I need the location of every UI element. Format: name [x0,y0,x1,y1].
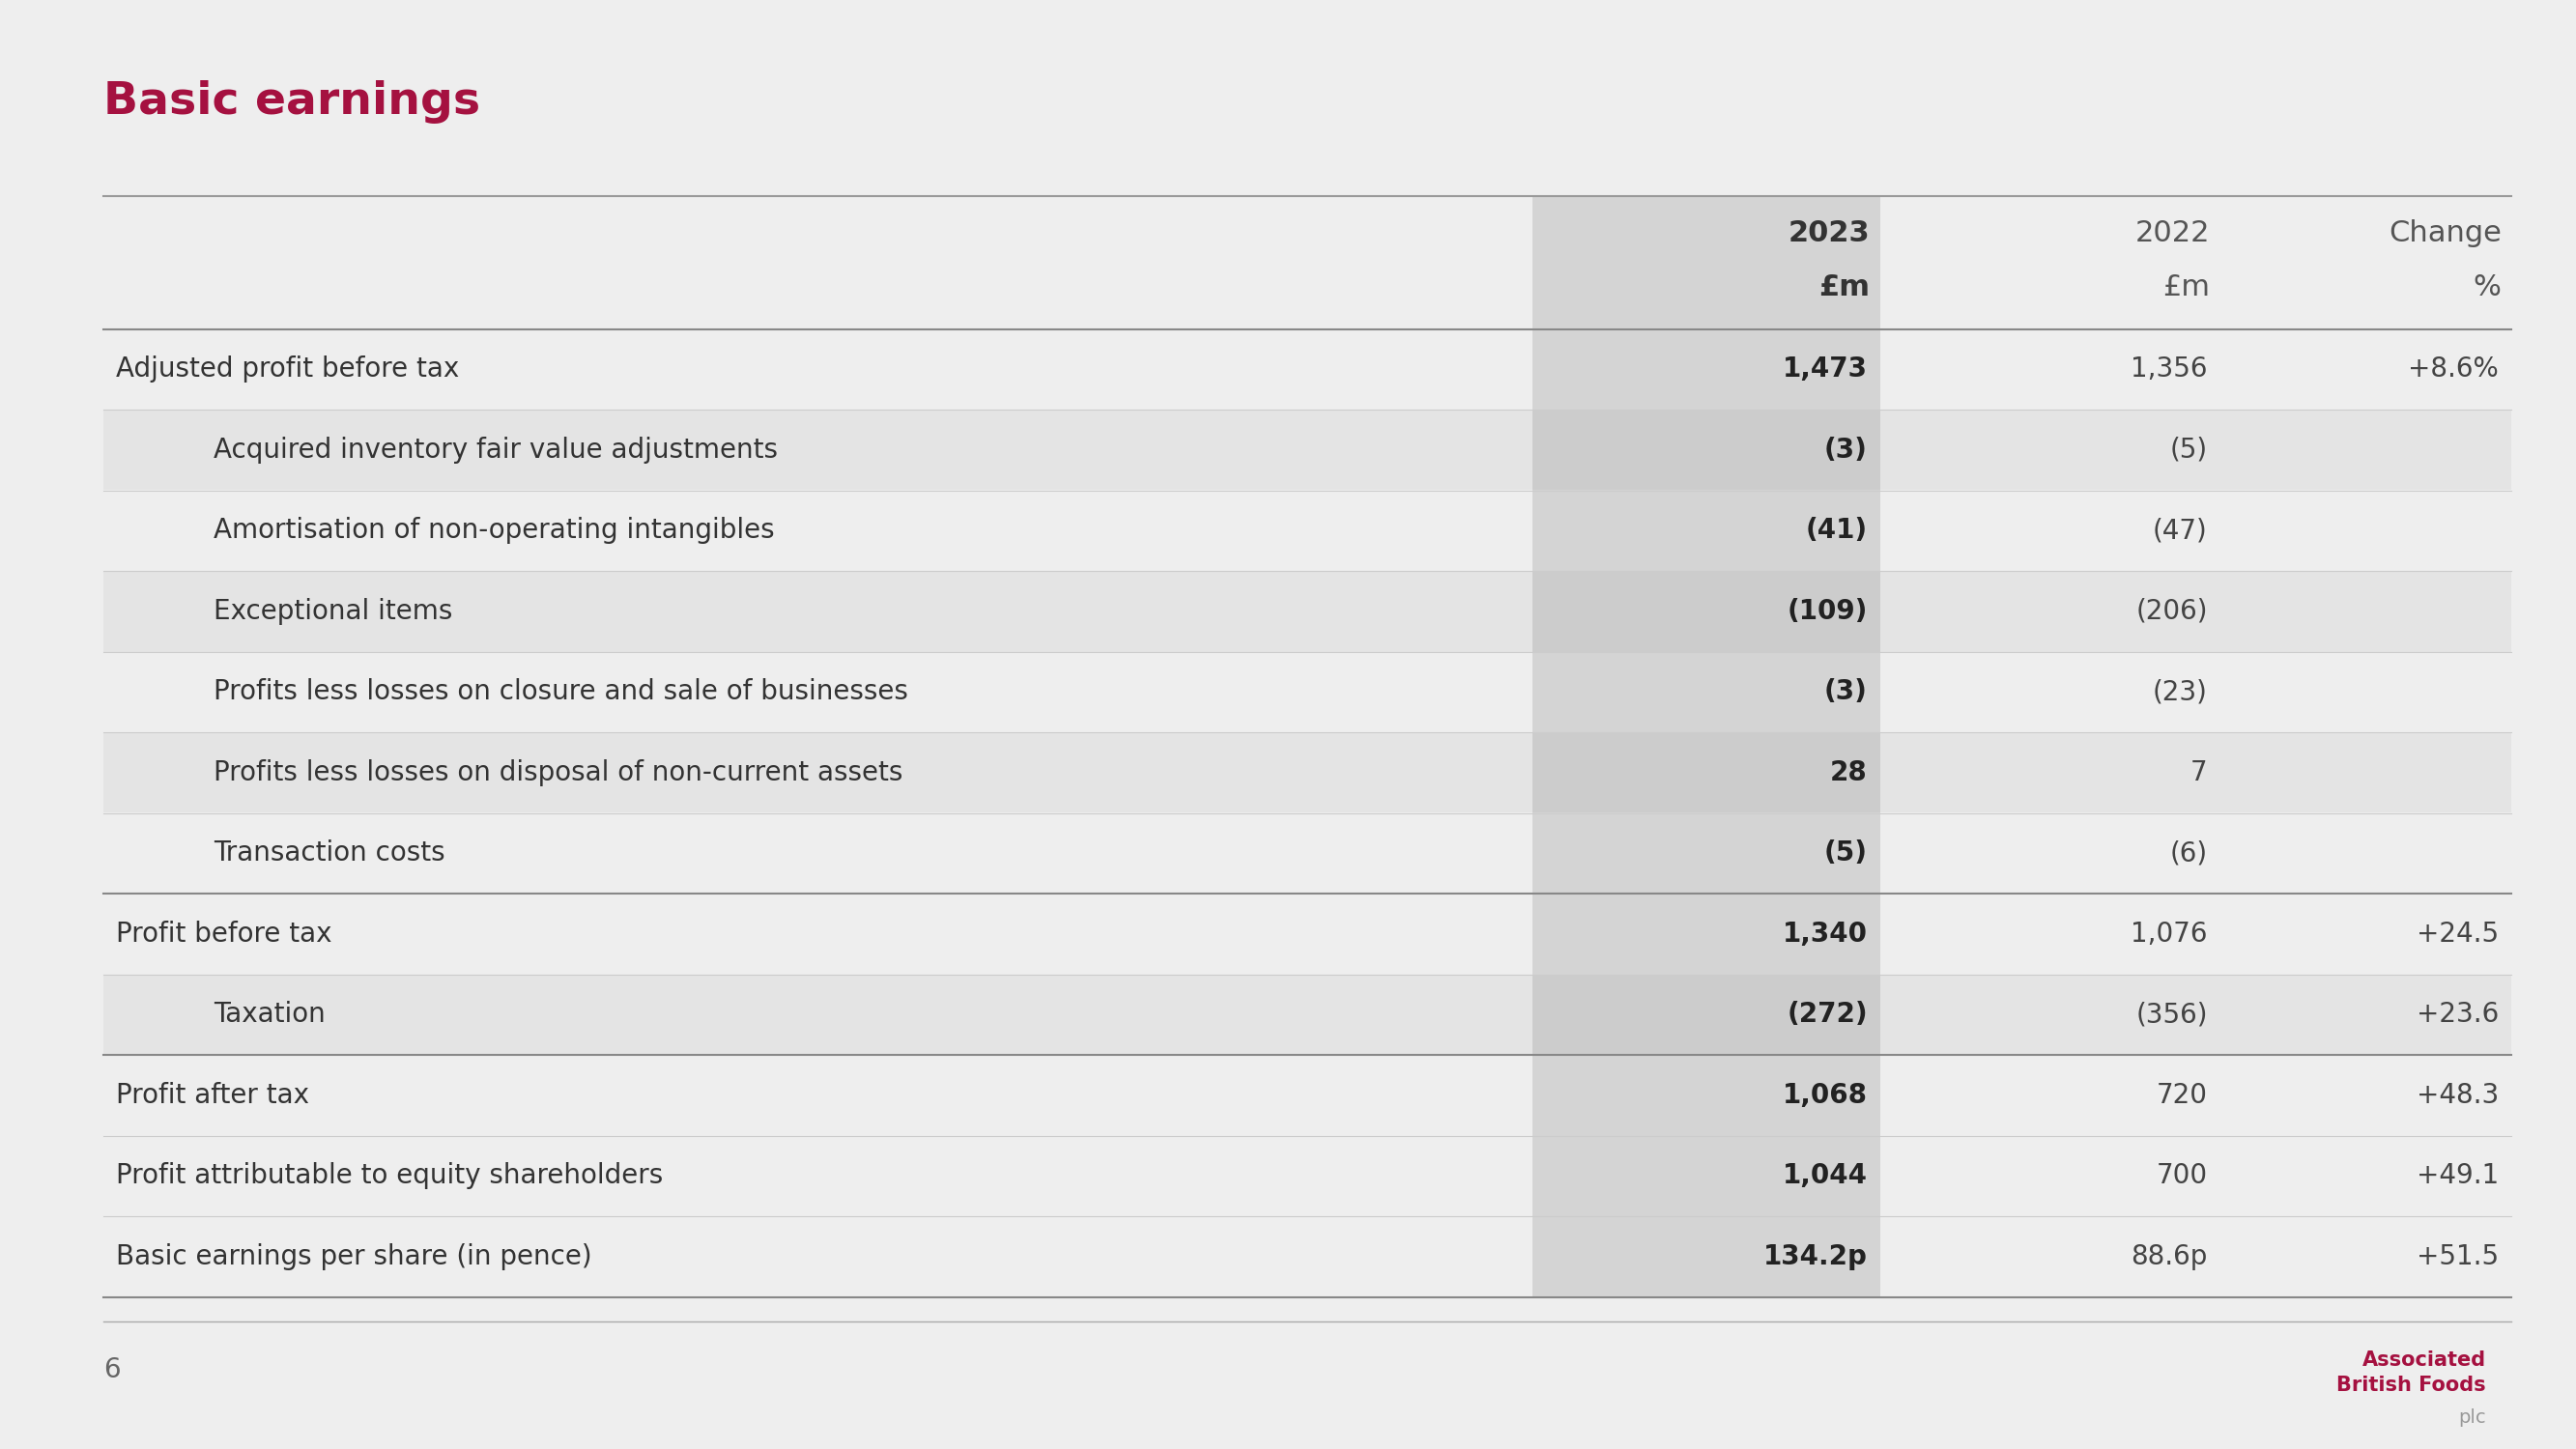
Text: 88.6p: 88.6p [2130,1243,2208,1269]
Bar [1533,974,1880,1055]
Text: Change: Change [2388,219,2501,246]
Text: Profits less losses on closure and sale of businesses: Profits less losses on closure and sale … [214,678,909,706]
Text: £m: £m [1819,274,1870,301]
Bar [103,410,1533,490]
Bar [1880,410,2512,490]
Text: 1,076: 1,076 [2130,920,2208,948]
Text: (272): (272) [1788,1001,1868,1029]
Text: +48.3: +48.3 [2416,1081,2499,1108]
Text: 700: 700 [2156,1162,2208,1190]
Text: +24.5: +24.5 [2416,920,2499,948]
Text: +23.6: +23.6 [2416,1001,2499,1029]
Text: Adjusted profit before tax: Adjusted profit before tax [116,355,459,383]
Bar [1880,974,2512,1055]
Text: (109): (109) [1788,597,1868,625]
Text: (3): (3) [1824,678,1868,706]
Text: 1,473: 1,473 [1783,355,1868,383]
Text: (47): (47) [2154,517,2208,545]
Text: 1,044: 1,044 [1783,1162,1868,1190]
Text: Associated
British Foods: Associated British Foods [2336,1350,2486,1394]
Text: Profit before tax: Profit before tax [116,920,332,948]
Bar [1880,571,2512,652]
Text: +8.6%: +8.6% [2409,355,2499,383]
Text: 134.2p: 134.2p [1765,1243,1868,1269]
Text: (356): (356) [2136,1001,2208,1029]
Text: (23): (23) [2154,678,2208,706]
Text: Transaction costs: Transaction costs [214,840,446,867]
Text: 1,340: 1,340 [1783,920,1868,948]
Text: Profit attributable to equity shareholders: Profit attributable to equity shareholde… [116,1162,662,1190]
Text: Basic earnings per share (in pence): Basic earnings per share (in pence) [116,1243,592,1269]
Text: (6): (6) [2169,840,2208,867]
Text: 1,356: 1,356 [2130,355,2208,383]
Text: 28: 28 [1829,759,1868,785]
Text: Amortisation of non-operating intangibles: Amortisation of non-operating intangible… [214,517,775,545]
Text: 1,068: 1,068 [1783,1081,1868,1108]
Text: 2023: 2023 [1788,219,1870,246]
Text: Taxation: Taxation [214,1001,325,1029]
Bar [1533,410,1880,490]
Text: (41): (41) [1806,517,1868,545]
Bar [1533,571,1880,652]
Text: Exceptional items: Exceptional items [214,597,453,625]
Text: (3): (3) [1824,436,1868,464]
Text: Profit after tax: Profit after tax [116,1081,309,1108]
Text: 720: 720 [2156,1081,2208,1108]
Text: 7: 7 [2190,759,2208,785]
Text: (206): (206) [2136,597,2208,625]
Text: plc: plc [2458,1408,2486,1427]
Text: +49.1: +49.1 [2416,1162,2499,1190]
Bar [103,732,1533,813]
Text: 6: 6 [103,1356,121,1382]
Bar [103,974,1533,1055]
Text: (5): (5) [1824,840,1868,867]
Text: £m: £m [2164,274,2210,301]
Text: Basic earnings: Basic earnings [103,80,479,123]
Text: Acquired inventory fair value adjustments: Acquired inventory fair value adjustment… [214,436,778,464]
Bar [103,571,1533,652]
Bar [1533,196,1880,1297]
Bar [1880,732,2512,813]
Text: %: % [2473,274,2501,301]
Text: 2022: 2022 [2136,219,2210,246]
Bar [1533,732,1880,813]
Text: Profits less losses on disposal of non-current assets: Profits less losses on disposal of non-c… [214,759,904,785]
Text: (5): (5) [2169,436,2208,464]
Text: +51.5: +51.5 [2416,1243,2499,1269]
